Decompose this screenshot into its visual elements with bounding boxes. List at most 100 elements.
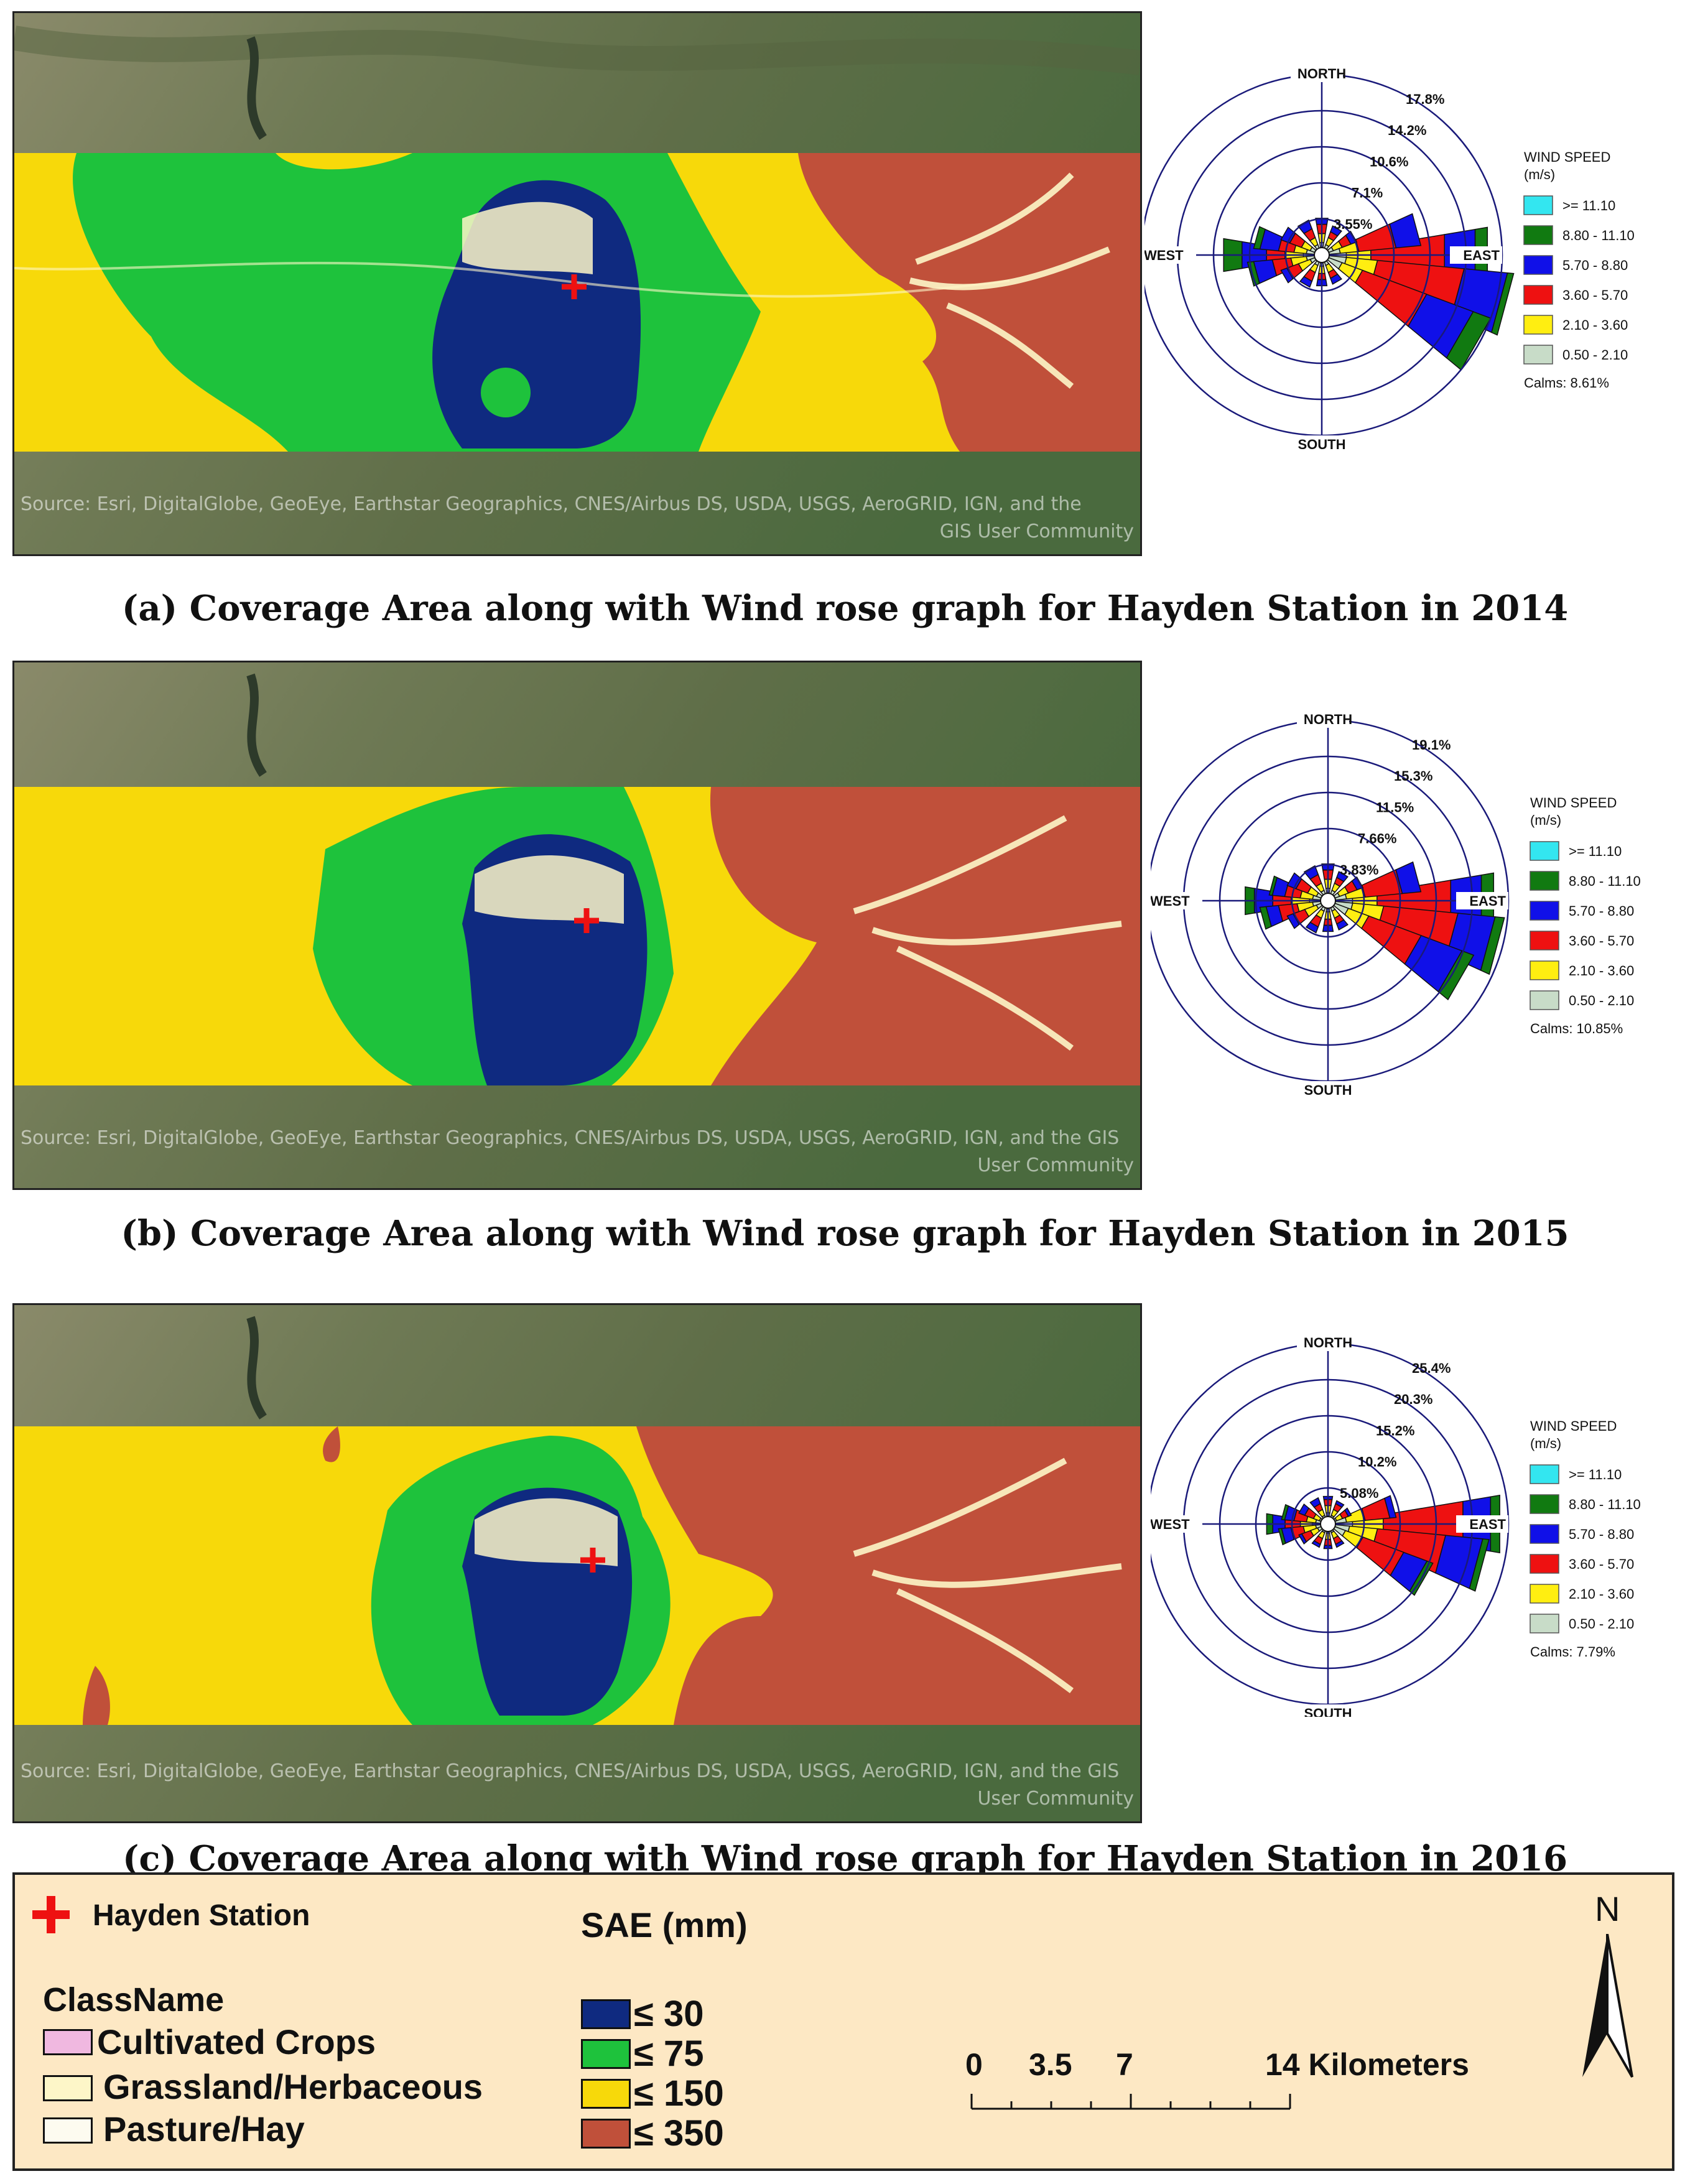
wind-speed-swatch bbox=[1530, 1464, 1559, 1484]
wind-speed-class-label: 5.70 - 8.80 bbox=[1569, 903, 1634, 919]
caption-2014: (a) Coverage Area along with Wind rose g… bbox=[121, 588, 1569, 629]
wind-speed-class-label: 3.60 - 5.70 bbox=[1562, 287, 1628, 303]
wind-petal bbox=[1336, 871, 1349, 883]
wind-petal bbox=[1286, 913, 1300, 929]
class-label-grassland: Grassland/Herbaceous bbox=[103, 2067, 483, 2106]
wind-speed-class-label: >= 11.10 bbox=[1569, 843, 1622, 859]
pasture-hay-area bbox=[475, 1498, 618, 1566]
wind-rose-ring-label: 14.2% bbox=[1388, 123, 1426, 138]
sae-label-350: ≤ 350 bbox=[634, 2113, 724, 2154]
pasture-hay-area bbox=[462, 202, 593, 274]
wind-speed-swatch bbox=[1523, 345, 1553, 365]
grassland-streams bbox=[853, 815, 1122, 1051]
wind-rose-ring-label: 15.3% bbox=[1394, 768, 1432, 784]
wind-speed-swatch bbox=[1530, 1614, 1559, 1633]
wind-rose-west-label: WEST bbox=[1151, 893, 1190, 909]
wind-petal bbox=[1281, 1503, 1289, 1521]
wind-petal bbox=[1311, 1540, 1321, 1548]
map-credit: Source: Esri, DigitalGlobe, GeoEye, Eart… bbox=[21, 1127, 1134, 1176]
wind-rose-ring-label: 20.3% bbox=[1394, 1392, 1432, 1407]
wind-petal bbox=[1305, 921, 1319, 934]
sae-label-75: ≤ 75 bbox=[634, 2033, 704, 2074]
wind-speed-class-label: 2.10 - 3.60 bbox=[1569, 1586, 1634, 1602]
caption-2015: (b) Coverage Area along with Wind rose g… bbox=[121, 1213, 1569, 1254]
wind-rose-2014: NORTH SOUTH EAST WEST 3.55% 7.1% 10.6% 14.2% 17.… bbox=[1144, 65, 1635, 453]
wind-speed-class-label: 2.10 - 3.60 bbox=[1562, 317, 1628, 333]
wind-petal bbox=[1330, 225, 1342, 237]
wind-rose-ring-label: 11.5% bbox=[1376, 799, 1414, 815]
wind-speed-swatch bbox=[1530, 841, 1559, 861]
wind-speed-class-label: 0.50 - 2.10 bbox=[1569, 1616, 1634, 1632]
wind-petal bbox=[1280, 226, 1296, 244]
wind-petal bbox=[1286, 872, 1302, 890]
wind-speed-swatch bbox=[1530, 1554, 1559, 1574]
station-label: Hayden Station bbox=[93, 1899, 310, 1932]
wind-rose-2015: NORTH SOUTH EAST WEST 3.83% 7.66% 11.5% 15.3% 19… bbox=[1151, 710, 1641, 1099]
class-swatch-grassland bbox=[43, 2075, 93, 2101]
coverage-map-2016: Source: Esri, DigitalGlobe, GeoEye, Eart… bbox=[12, 1303, 1142, 1823]
sae-title: SAE (mm) bbox=[581, 1905, 748, 1945]
wind-speed-class-label: 5.70 - 8.80 bbox=[1569, 1526, 1634, 1542]
station-cross-icon bbox=[32, 1896, 70, 1933]
map-credit: Source: Esri, DigitalGlobe, GeoEye, Eart… bbox=[21, 1760, 1134, 1810]
wind-petal bbox=[1491, 272, 1515, 336]
classname-title: ClassName bbox=[43, 1981, 225, 2019]
wind-petal bbox=[1259, 906, 1272, 930]
north-arrow-icon bbox=[1582, 1934, 1633, 2078]
wind-petal bbox=[1480, 916, 1505, 975]
wind-speed-class-label: 8.80 - 11.10 bbox=[1569, 873, 1641, 889]
wind-rose-ring-label: 19.1% bbox=[1412, 737, 1451, 753]
class-swatch-cultivated bbox=[43, 2029, 93, 2055]
wind-petal bbox=[1278, 1528, 1286, 1546]
wind-petal bbox=[1351, 876, 1364, 891]
wind-speed-swatch bbox=[1530, 931, 1559, 950]
wind-rose-north-label: NORTH bbox=[1298, 66, 1346, 81]
class-swatch-pasture bbox=[43, 2117, 93, 2144]
wind-speed-class-label: 3.60 - 5.70 bbox=[1569, 1556, 1634, 1572]
wind-petal bbox=[1280, 267, 1294, 284]
scale-tick-3-5: 3.5 bbox=[1029, 2047, 1072, 2082]
sae-label-150: ≤ 150 bbox=[634, 2073, 724, 2114]
wind-speed-unit: (m/s) bbox=[1530, 1436, 1561, 1451]
wind-rose-west-label: WEST bbox=[1151, 1517, 1190, 1532]
wind-petal bbox=[1297, 219, 1313, 235]
wind-rose-west-label: WEST bbox=[1144, 248, 1184, 263]
wind-speed-title: WIND SPEED bbox=[1530, 795, 1617, 811]
coverage-map-2014: Source: Esri, DigitalGlobe, GeoEye, Eart… bbox=[12, 11, 1142, 556]
calms-label: Calms: 7.79% bbox=[1530, 1644, 1615, 1660]
wind-petal bbox=[1395, 861, 1422, 895]
wind-speed-swatch bbox=[1523, 285, 1553, 305]
wind-petal bbox=[1268, 875, 1278, 896]
wind-rose-east-label: EAST bbox=[1469, 893, 1506, 909]
wind-speed-class-label: 0.50 - 2.10 bbox=[1569, 993, 1634, 1008]
wind-speed-class-label: >= 11.10 bbox=[1562, 198, 1615, 213]
calms-label: Calms: 10.85% bbox=[1530, 1021, 1623, 1036]
wind-petal bbox=[1330, 273, 1342, 285]
wind-petal bbox=[1303, 865, 1319, 880]
scale-tick-7: 7 bbox=[1116, 2047, 1133, 2082]
station-marker bbox=[574, 908, 599, 933]
wind-petal bbox=[1344, 1507, 1352, 1517]
wind-speed-unit: (m/s) bbox=[1530, 812, 1561, 828]
sae-swatch-75 bbox=[581, 2039, 631, 2069]
sae-swatch-350 bbox=[581, 2119, 631, 2149]
map-credit: Source: Esri, DigitalGlobe, GeoEye, Eart… bbox=[21, 493, 1134, 542]
wind-petal bbox=[1309, 1497, 1321, 1508]
wind-speed-swatch bbox=[1530, 1524, 1559, 1544]
wind-rose-ring-label: 25.4% bbox=[1412, 1360, 1451, 1376]
wind-speed-class-label: 0.50 - 2.10 bbox=[1562, 347, 1628, 363]
grassland-streams bbox=[853, 1457, 1122, 1694]
sae-swatch-150 bbox=[581, 2079, 631, 2109]
wind-speed-unit: (m/s) bbox=[1524, 167, 1555, 182]
wind-speed-class-label: 5.70 - 8.80 bbox=[1562, 258, 1628, 273]
scale-bar bbox=[970, 2094, 1291, 2110]
grassland-streams bbox=[909, 172, 1110, 389]
wind-rose-south-label: SOUTH bbox=[1298, 437, 1346, 452]
sae-swatch-30 bbox=[581, 1999, 631, 2029]
wind-rose-ring-label: 7.1% bbox=[1352, 185, 1383, 201]
wind-rose-north-label: NORTH bbox=[1304, 1335, 1352, 1350]
wind-petal bbox=[1299, 276, 1313, 288]
wind-speed-class-label: >= 11.10 bbox=[1569, 1467, 1622, 1482]
wind-speed-class-label: 8.80 - 11.10 bbox=[1562, 228, 1635, 243]
wind-petal bbox=[1298, 1533, 1307, 1545]
